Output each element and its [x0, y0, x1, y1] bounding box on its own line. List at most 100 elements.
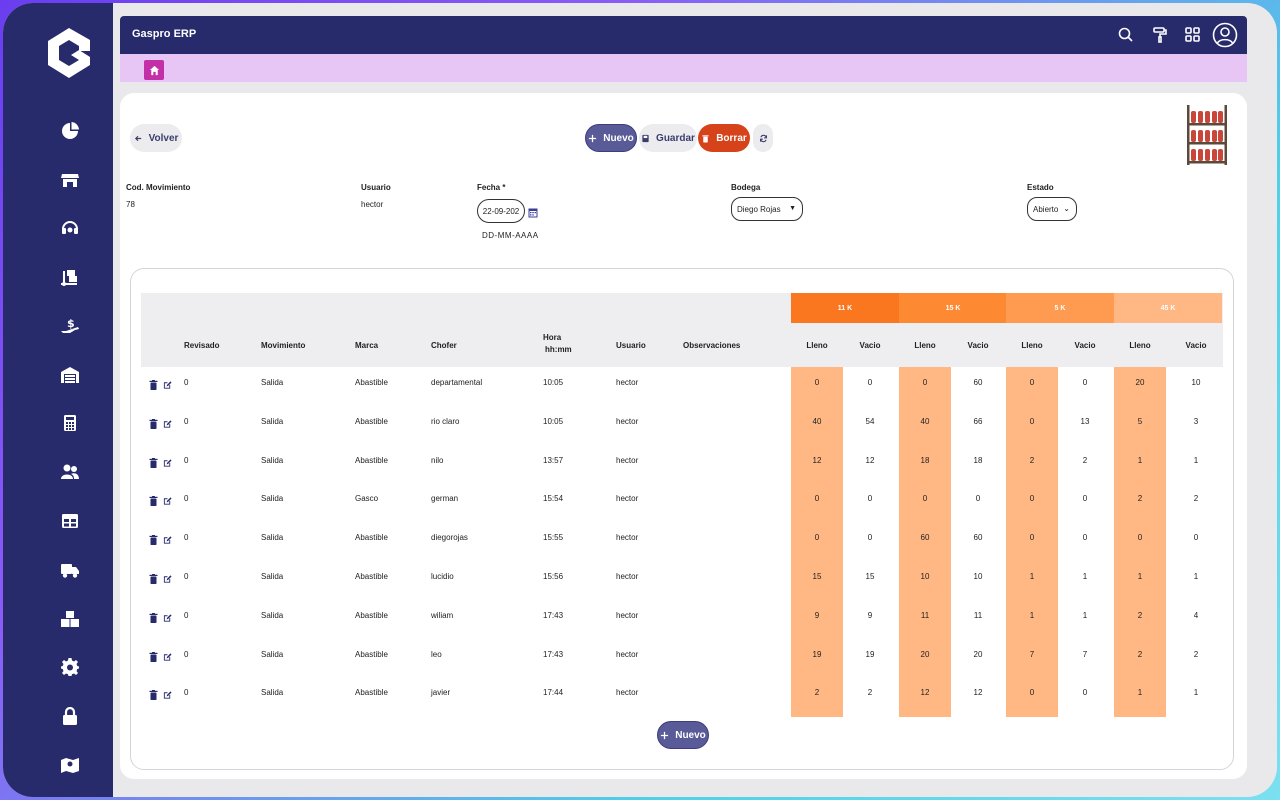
cell-vacio: 1	[1193, 455, 1199, 465]
estado-select[interactable]: Abierto ⌄	[1027, 197, 1077, 221]
user-avatar-icon[interactable]	[1212, 22, 1238, 48]
cell-marca: Abastible	[355, 572, 388, 581]
home-icon[interactable]	[144, 60, 164, 80]
column-header-vacio: Vacio	[1074, 341, 1096, 350]
users-icon[interactable]	[59, 461, 81, 483]
usuario-value: hector	[361, 200, 384, 209]
edit-row-icon[interactable]	[163, 377, 172, 395]
edit-row-icon[interactable]	[163, 532, 172, 550]
cell-lleno: 7	[1029, 649, 1035, 659]
cell-usuario: hector	[616, 572, 639, 581]
edit-row-icon[interactable]	[163, 649, 172, 667]
pie-chart-icon[interactable]	[59, 120, 81, 142]
column-header-hora: Hora	[543, 333, 562, 342]
edit-row-icon[interactable]	[163, 687, 172, 705]
delete-row-icon[interactable]	[149, 416, 158, 434]
usuario-label: Usuario	[361, 183, 391, 192]
lock-icon[interactable]	[59, 705, 81, 727]
back-button[interactable]: Volver	[130, 124, 182, 152]
cell-lleno: 1	[1137, 572, 1143, 581]
cell-hora: 15:55	[543, 533, 564, 543]
delete-button-label: Borrar	[716, 132, 747, 144]
delete-row-icon[interactable]	[149, 532, 158, 550]
table-icon[interactable]	[59, 510, 81, 532]
add-row-button[interactable]: Nuevo	[657, 721, 709, 749]
column-header-usuario: Usuario	[616, 341, 646, 350]
hand-truck-icon[interactable]	[59, 266, 81, 288]
cell-lleno: 40	[812, 416, 822, 426]
refresh-icon	[759, 134, 767, 142]
column-header-vacio: Vacio	[1185, 341, 1207, 350]
edit-row-icon[interactable]	[163, 416, 172, 434]
delete-row-icon[interactable]	[149, 493, 158, 511]
cell-vacio: 10	[1191, 378, 1201, 387]
search-icon[interactable]	[1116, 25, 1136, 45]
new-button-label: Nuevo	[603, 132, 634, 144]
delete-row-icon[interactable]	[149, 455, 158, 473]
cell-vacio: 18	[973, 455, 983, 465]
delete-row-icon[interactable]	[149, 687, 158, 705]
paint-roller-icon[interactable]	[1150, 25, 1170, 45]
refresh-button[interactable]	[753, 124, 773, 152]
boxes-icon[interactable]	[59, 608, 81, 630]
bodega-select[interactable]: Diego Rojas ▼	[731, 197, 803, 221]
cell-lleno: 1	[1137, 688, 1143, 698]
cell-hora: 10:05	[543, 378, 564, 387]
warehouse-icon[interactable]	[59, 364, 81, 386]
headset-icon[interactable]	[59, 217, 81, 239]
delete-row-icon[interactable]	[149, 649, 158, 667]
cell-lleno: 2	[1137, 649, 1143, 659]
save-button-label: Guardar	[656, 132, 695, 144]
cell-lleno: 2	[1137, 494, 1143, 504]
cell-movimiento: Salida	[261, 610, 284, 620]
fecha-input[interactable]: 22-09-202	[477, 199, 525, 223]
sidebar: $	[3, 3, 113, 797]
truck-icon[interactable]	[59, 559, 81, 581]
cell-marca: Abastible	[355, 688, 388, 698]
cell-marca: Abastible	[355, 455, 388, 465]
money-hand-icon[interactable]: $	[59, 315, 81, 337]
calendar-icon[interactable]	[528, 205, 538, 218]
cell-lleno: 0	[1029, 494, 1035, 504]
cell-vacio: 19	[865, 649, 875, 659]
cell-lleno: 12	[812, 455, 822, 465]
cell-vacio: 0	[867, 533, 873, 543]
gear-icon[interactable]	[59, 656, 81, 678]
lleno-column-highlight	[1006, 367, 1058, 717]
edit-row-icon[interactable]	[163, 571, 172, 589]
lleno-column-highlight	[899, 367, 951, 717]
cell-lleno: 40	[920, 416, 930, 426]
calculator-icon[interactable]	[59, 412, 81, 434]
cell-lleno: 0	[1029, 378, 1035, 387]
save-button[interactable]: Guardar	[639, 124, 697, 152]
apps-grid-icon[interactable]	[1183, 25, 1203, 45]
delete-row-icon[interactable]	[149, 571, 158, 589]
cell-vacio: 10	[973, 572, 983, 581]
map-icon[interactable]	[59, 754, 81, 776]
cell-chofer: javier	[431, 688, 451, 698]
delete-button[interactable]: Borrar	[698, 124, 750, 152]
cell-hora: 13:57	[543, 455, 564, 465]
delete-row-icon[interactable]	[149, 610, 158, 628]
cell-hora: 17:43	[543, 610, 564, 620]
column-header-observaciones: Observaciones	[683, 341, 741, 350]
edit-row-icon[interactable]	[163, 610, 172, 628]
back-button-label: Volver	[148, 132, 179, 144]
cell-usuario: hector	[616, 378, 639, 387]
cell-usuario: hector	[616, 610, 639, 620]
cell-lleno: 9	[814, 610, 820, 620]
delete-row-icon[interactable]	[149, 377, 158, 395]
app-logo[interactable]	[43, 25, 95, 81]
app-frame: $ Gaspro ERP Volver Nuevo	[3, 3, 1277, 797]
cell-revisado: 0	[184, 572, 189, 581]
column-header-movimiento: Movimiento	[261, 341, 306, 350]
new-button[interactable]: Nuevo	[585, 124, 637, 152]
edit-row-icon[interactable]	[163, 455, 172, 473]
cell-lleno: 0	[922, 494, 928, 504]
store-icon[interactable]	[59, 169, 81, 191]
group-header: 15 K	[899, 293, 1007, 323]
edit-row-icon[interactable]	[163, 493, 172, 511]
cell-chofer: departamental	[431, 378, 483, 387]
cell-movimiento: Salida	[261, 378, 284, 387]
cell-vacio: 1	[1193, 572, 1199, 581]
